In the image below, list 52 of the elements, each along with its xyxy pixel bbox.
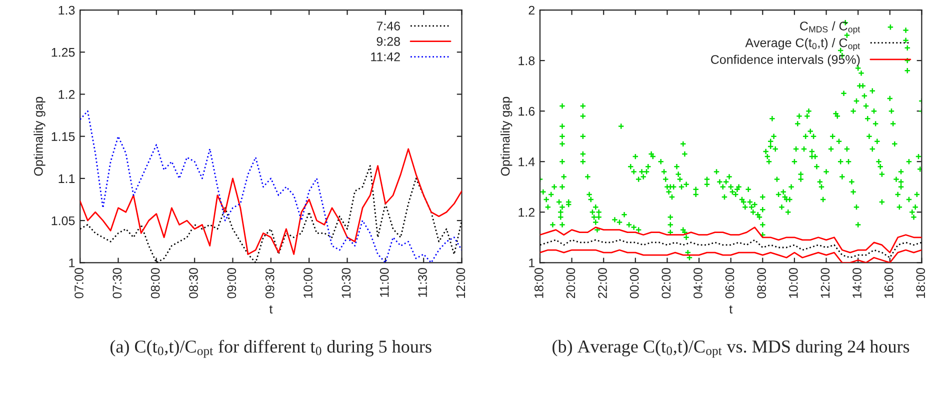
x-tick-label: 09:00 [227, 268, 236, 298]
x-tick-label: 10:00 [788, 268, 798, 298]
y-tick-label: 1 [529, 258, 535, 268]
text: (a) C(t$_{0}$,t)/C$_{opt}$ for different t$_{0}$ during 5 hours [110, 340, 432, 358]
y-tick-label: 1.25 [52, 48, 75, 57]
y-tick-label: 1.15 [52, 132, 75, 141]
x-tick-label: 20:00 [566, 268, 576, 298]
x-tick-label: 10:30 [342, 268, 351, 298]
x-tick-label: 14:00 [852, 268, 862, 298]
x-tick-label: 09:30 [265, 268, 274, 298]
x-tick-label: 07:30 [112, 268, 122, 298]
x-tick-label: 11:00 [380, 268, 389, 297]
legend-label: C$_{MDS}$ / C$_{opt}$ [800, 21, 860, 34]
y-tick-label: 1.2 [58, 90, 75, 99]
y-tick-label: 1.8 [518, 56, 535, 66]
x-tick-label: 18:00 [534, 268, 544, 298]
x-axis-title: t [269, 305, 273, 314]
y-tick-label: 1 [69, 258, 75, 268]
legend-label: 11:42 [371, 52, 400, 62]
x-tick-label: 11:30 [418, 268, 427, 297]
y-tick-label: 1.6 [518, 106, 535, 116]
y-axis-title: Optimality gap [500, 96, 512, 176]
legend-label: Confidence intervals (95%) [711, 54, 860, 66]
line-series [540, 226, 922, 254]
x-tick-label: 22:00 [598, 268, 607, 298]
line-series [80, 148, 462, 255]
x-tick-label: 12:00 [820, 268, 830, 298]
x-tick-label: 12:00 [456, 268, 466, 298]
x-tick-label: 06:00 [725, 268, 734, 298]
y-tick-label: 1.05 [52, 216, 75, 226]
y-tick-label: 1.2 [518, 208, 534, 217]
x-tick-label: 02:00 [662, 268, 671, 298]
y-tick-label: 1.3 [58, 6, 75, 15]
x-axis-title: t [729, 305, 732, 314]
x-tick-label: 04:00 [694, 268, 702, 298]
y-tick-label: 1.1 [58, 174, 75, 183]
text: (b) Average C(t$_{0}$,t)/C$_{opt}$ vs. MDS during 24 hours [552, 340, 910, 358]
x-tick-label: 08:00 [757, 268, 766, 298]
x-tick-label: 00:00 [630, 268, 639, 298]
x-tick-label: 16:00 [884, 268, 894, 298]
x-tick-label: 07:00 [74, 268, 84, 298]
x-tick-label: 18:00 [916, 268, 926, 298]
legend-label: 9:28 [376, 37, 400, 46]
y-axis-title: Optimality gap [34, 96, 46, 176]
legend-label: 7:46 [376, 22, 400, 30]
x-tick-label: 08:30 [189, 268, 198, 298]
y-tick-label: 2 [528, 6, 534, 15]
y-tick-label: 1.4 [518, 158, 535, 166]
x-tick-label: 08:00 [150, 268, 160, 298]
line-series [540, 239, 922, 258]
x-tick-label: 10:00 [304, 268, 312, 298]
legend-label: Average C(t$_{0}$,t) / C$_{opt}$ [745, 38, 860, 51]
